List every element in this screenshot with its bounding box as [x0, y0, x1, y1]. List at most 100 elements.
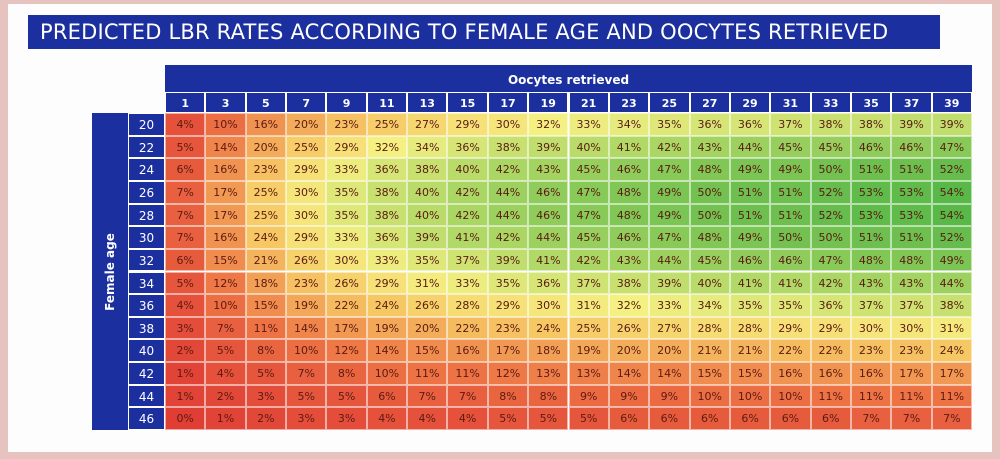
rate-cell: 3% [286, 407, 327, 430]
rate-cell: 51% [729, 180, 771, 204]
rate-cell: 46% [528, 180, 569, 204]
rate-cell: 39% [891, 113, 932, 136]
rate-cell: 39% [528, 135, 569, 159]
rate-cell: 5% [205, 339, 246, 363]
rate-cell: 0% [165, 407, 206, 430]
row-label: 38 [128, 316, 165, 340]
rate-cell: 7% [205, 316, 246, 340]
row-label: 32 [128, 248, 165, 272]
rate-cell: 7% [407, 384, 448, 408]
rate-cell: 38% [850, 113, 892, 136]
rate-cell: 19% [568, 339, 609, 363]
rate-cell: 33% [649, 294, 690, 317]
rate-cell: 49% [649, 180, 690, 204]
rate-cell: 6% [770, 407, 811, 430]
rate-cell: 43% [891, 271, 932, 295]
rate-cell: 35% [326, 180, 367, 204]
rate-cell: 2% [245, 407, 287, 430]
rate-cell: 50% [770, 226, 811, 249]
rate-cell: 31% [568, 294, 609, 317]
rate-cell: 32% [528, 113, 569, 136]
rate-cell: 32% [608, 294, 650, 317]
rate-cell: 51% [729, 203, 771, 227]
rate-cell: 25% [366, 113, 408, 136]
rate-cell: 20% [286, 113, 327, 136]
rate-cell: 53% [891, 180, 932, 204]
rate-cell: 4% [165, 113, 206, 136]
rate-cell: 50% [810, 226, 851, 249]
rate-cell: 38% [366, 203, 408, 227]
rate-cell: 7% [165, 226, 206, 249]
column-label: 13 [407, 92, 448, 113]
rate-cell: 6% [165, 248, 206, 272]
rate-cell: 51% [850, 158, 892, 181]
rate-cell: 49% [931, 248, 972, 272]
rate-cell: 1% [165, 362, 206, 385]
rate-cell: 44% [931, 271, 972, 295]
rate-cell: 4% [407, 407, 448, 430]
rate-cell: 20% [245, 135, 287, 159]
rate-cell: 11% [245, 316, 287, 340]
rate-cell: 26% [608, 316, 650, 340]
column-label: 35 [850, 92, 892, 113]
column-label: 5 [245, 92, 287, 113]
row-label: 40 [128, 339, 165, 363]
rate-cell: 47% [931, 135, 972, 159]
rate-cell: 30% [286, 203, 327, 227]
rate-cell: 8% [528, 384, 569, 408]
rate-cell: 20% [407, 316, 448, 340]
rate-cell: 8% [487, 384, 529, 408]
rate-cell: 47% [568, 180, 609, 204]
rate-cell: 30% [850, 316, 892, 340]
rate-cell: 52% [931, 158, 972, 181]
rate-cell: 26% [286, 248, 327, 272]
rate-cell: 46% [608, 158, 650, 181]
rate-cell: 35% [407, 248, 448, 272]
rate-cell: 17% [891, 362, 932, 385]
rate-cell: 52% [931, 226, 972, 249]
rate-cell: 43% [850, 271, 892, 295]
rate-cell: 49% [770, 158, 811, 181]
rate-cell: 20% [649, 339, 690, 363]
rate-cell: 5% [165, 271, 206, 295]
rate-cell: 48% [891, 248, 932, 272]
row-label: 20 [128, 113, 165, 136]
rate-cell: 35% [729, 294, 771, 317]
rate-cell: 17% [205, 180, 246, 204]
rate-cell: 49% [649, 203, 690, 227]
rate-cell: 12% [205, 271, 246, 295]
rate-cell: 12% [487, 362, 529, 385]
rate-cell: 23% [487, 316, 529, 340]
rate-cell: 40% [689, 271, 730, 295]
rate-cell: 43% [608, 248, 650, 272]
column-label: 15 [447, 92, 488, 113]
rate-cell: 27% [649, 316, 690, 340]
row-header-text: Female age [103, 232, 117, 311]
row-label: 44 [128, 384, 165, 408]
rate-cell: 44% [649, 248, 690, 272]
rate-cell: 28% [689, 316, 730, 340]
rate-cell: 43% [528, 158, 569, 181]
rate-cell: 15% [689, 362, 730, 385]
rate-cell: 42% [568, 248, 609, 272]
rate-cell: 29% [447, 113, 488, 136]
rate-cell: 6% [608, 407, 650, 430]
rate-cell: 37% [850, 294, 892, 317]
column-label: 3 [205, 92, 246, 113]
rate-cell: 22% [447, 316, 488, 340]
rate-cell: 7% [165, 180, 206, 204]
rate-cell: 15% [407, 339, 448, 363]
rate-cell: 36% [689, 113, 730, 136]
rate-cell: 45% [568, 158, 609, 181]
rate-cell: 36% [810, 294, 851, 317]
rate-cell: 44% [729, 135, 771, 159]
rate-cell: 31% [407, 271, 448, 295]
rate-cell: 33% [366, 248, 408, 272]
rate-cell: 16% [810, 362, 851, 385]
rate-cell: 5% [326, 384, 367, 408]
rate-cell: 4% [366, 407, 408, 430]
rate-cell: 29% [326, 135, 367, 159]
rate-cell: 11% [931, 384, 972, 408]
rate-cell: 16% [447, 339, 488, 363]
rate-cell: 21% [729, 339, 771, 363]
